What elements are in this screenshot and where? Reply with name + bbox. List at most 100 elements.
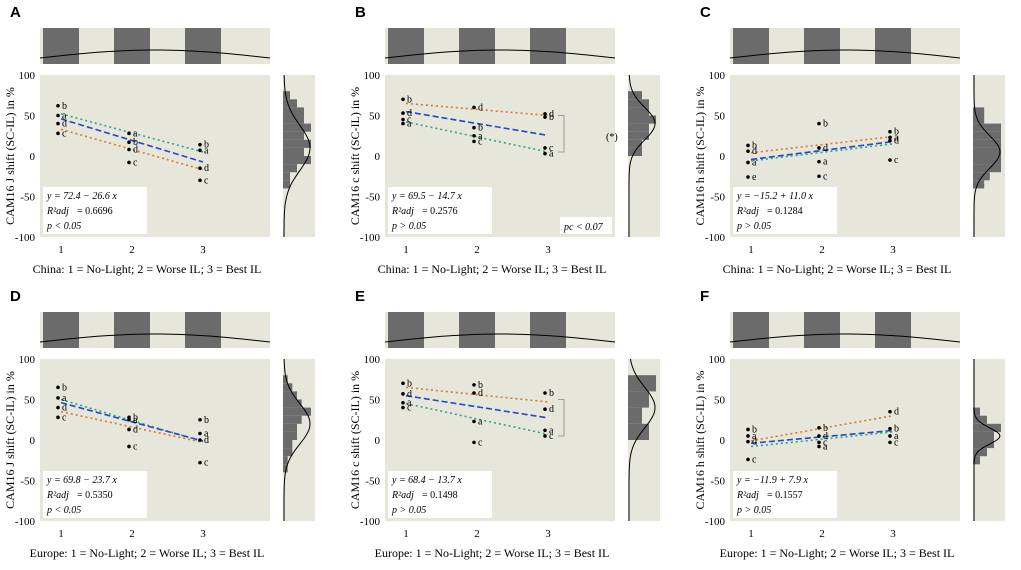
- data-point: [56, 405, 60, 410]
- data-point: [888, 158, 892, 162]
- x-tick-label: 1: [58, 244, 64, 256]
- data-point: [746, 434, 750, 438]
- point-label: c: [823, 437, 828, 448]
- data-point: [472, 139, 476, 144]
- hist-bar: [628, 407, 642, 424]
- x-axis-label: China: 1 = No-Light; 2 = Worse IL; 3 = B…: [378, 262, 607, 276]
- regression-line: [60, 401, 204, 442]
- point-label: d: [823, 143, 828, 154]
- point-label: a: [752, 157, 757, 168]
- equation-box: [388, 187, 492, 234]
- y-tick-label: -100: [15, 232, 36, 244]
- trend-line-c: [60, 410, 204, 444]
- point-label: d: [62, 403, 67, 414]
- point-label: b: [752, 140, 757, 151]
- data-point: [198, 431, 202, 436]
- data-point: [127, 160, 131, 165]
- point-label: b: [133, 137, 138, 148]
- data-point: [746, 160, 750, 165]
- hist-bar: [283, 131, 304, 140]
- trend-line-c: [750, 414, 894, 442]
- point-label: c: [549, 143, 554, 154]
- r2-label: R²adj: [391, 206, 414, 217]
- point-label: d: [478, 388, 483, 399]
- point-label: b: [894, 127, 899, 138]
- right-marginal-density: [283, 74, 311, 237]
- trend-line-a: [405, 402, 549, 436]
- data-point: [56, 415, 60, 420]
- point-label: d: [133, 424, 138, 435]
- hist-bar: [283, 391, 297, 400]
- hist-bar: [283, 99, 297, 108]
- hist-bar: [973, 164, 1001, 173]
- hist-bar: [283, 123, 311, 132]
- hist-bar: [973, 115, 985, 124]
- hist-bar: [283, 464, 288, 473]
- point-label: d: [133, 145, 138, 156]
- data-point: [472, 440, 476, 445]
- right-marginal-density: [628, 358, 656, 521]
- panel-d: D -100 -50 0 50 100 1 2 3 CAM16 J shift (SC-IL) i…: [3, 288, 315, 560]
- data-point: [817, 146, 821, 150]
- point-label: b: [549, 112, 554, 123]
- top-marginal-density: [729, 333, 961, 343]
- hist-bar: [973, 123, 1001, 132]
- hist-bar: [973, 156, 1001, 165]
- x-tick-label: 3: [545, 244, 551, 256]
- data-point: [127, 427, 131, 432]
- point-label: b: [478, 123, 483, 134]
- x-tick-label: 3: [200, 528, 206, 540]
- r2-label: R²adj: [736, 206, 759, 217]
- data-point: [401, 117, 405, 122]
- point-label: b: [133, 412, 138, 423]
- point-label: c: [894, 437, 899, 448]
- hist-bar: [973, 131, 1001, 140]
- hist-bar: [283, 164, 297, 173]
- data-point: [746, 149, 750, 153]
- p-value: p < 0.05: [46, 505, 81, 516]
- trend-line-a: [750, 431, 894, 448]
- hist-bar: [283, 383, 293, 392]
- panel-letter: D: [10, 288, 21, 305]
- hist-bar: [283, 147, 304, 156]
- y-axis-label: CAM16 c shift (SC-IL) in %: [348, 87, 362, 225]
- p-value: p > 0.05: [736, 221, 771, 232]
- y-tick-label: 100: [19, 70, 36, 82]
- data-point: [543, 434, 547, 438]
- regression-equation: y = −11.9 + 7.9 x: [736, 475, 808, 486]
- hist-bar: [283, 415, 302, 424]
- data-point: [401, 97, 405, 102]
- y-tick-label: -50: [365, 476, 380, 488]
- hist-bar: [973, 107, 985, 116]
- point-label: a: [823, 441, 828, 452]
- x-tick-label: 3: [200, 244, 206, 256]
- y-tick-label: 100: [364, 354, 381, 366]
- regression-equation: y = −15.2 + 11.0 x: [736, 191, 813, 202]
- point-label: b: [549, 388, 554, 399]
- data-point: [56, 121, 60, 126]
- data-point: [888, 135, 892, 140]
- trend-line-c: [405, 102, 549, 117]
- data-point: [401, 381, 405, 386]
- panel-letter: E: [355, 288, 365, 305]
- data-point: [472, 133, 476, 138]
- y-tick-label: -100: [360, 516, 381, 528]
- data-point: [888, 409, 892, 414]
- point-label: a: [894, 431, 899, 442]
- hist-bar: [283, 172, 290, 181]
- point-label: b: [62, 101, 67, 112]
- hist-bar: [283, 107, 304, 116]
- point-label: d: [549, 109, 554, 120]
- data-point: [543, 407, 547, 412]
- y-tick-label: 0: [375, 151, 381, 163]
- data-point: [198, 417, 202, 422]
- point-label: b: [478, 380, 483, 391]
- equation-box: [733, 471, 837, 518]
- point-label: a: [823, 157, 828, 168]
- x-tick-label: 2: [819, 244, 825, 256]
- point-label: d: [894, 407, 899, 418]
- x-tick-label: 2: [474, 244, 480, 256]
- trend-line-c: [405, 386, 549, 403]
- data-point: [401, 400, 405, 405]
